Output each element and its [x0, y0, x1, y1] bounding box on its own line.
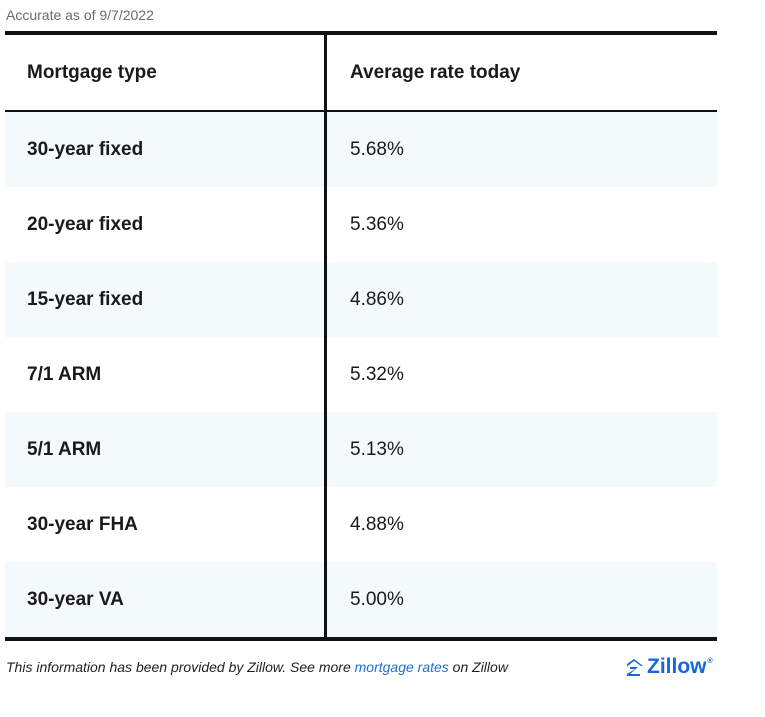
registered-mark-icon: ®	[707, 658, 713, 665]
rate-cell: 5.13%	[327, 412, 717, 487]
rate-cell: 5.68%	[327, 112, 717, 187]
attribution-suffix: on Zillow	[448, 659, 508, 675]
rate-cell: 5.36%	[350, 213, 404, 235]
zillow-logo-text: Zillow	[647, 655, 707, 678]
table-row: 30-year fixed 5.68%	[5, 112, 717, 187]
rate-cell: 4.86%	[327, 262, 717, 337]
table-row: 7/1 ARM 5.32%	[5, 337, 717, 412]
attribution-prefix: This information has been provided by Zi…	[6, 659, 355, 675]
mortgage-type-cell: 5/1 ARM	[5, 412, 327, 487]
table-row: 5/1 ARM 5.13%	[5, 412, 717, 487]
mortgage-type-cell: 30-year fixed	[5, 112, 327, 187]
rate-cell: 5.00%	[327, 562, 717, 637]
accurate-as-of-note: Accurate as of 9/7/2022	[6, 7, 154, 23]
mortgage-type-cell: 20-year fixed	[5, 187, 327, 262]
table-row: 15-year fixed 4.86%	[5, 262, 717, 337]
zillow-house-icon	[627, 658, 643, 676]
rate-cell: 5.32%	[350, 363, 404, 385]
mortgage-type-cell: 15-year fixed	[5, 262, 327, 337]
mortgage-rates-link[interactable]: mortgage rates	[354, 659, 449, 675]
table-row: 20-year fixed 5.36%	[5, 187, 717, 262]
rate-cell: 4.88%	[350, 513, 404, 535]
mortgage-type-cell: 7/1 ARM	[5, 337, 327, 412]
zillow-logo[interactable]: Zillow ®	[624, 655, 713, 679]
header-mortgage-type: Mortgage type	[5, 35, 327, 110]
mortgage-type-cell: 30-year FHA	[5, 487, 327, 562]
table-header-row: Mortgage type Average rate today	[5, 35, 717, 112]
table-row: 30-year FHA 4.88%	[5, 487, 717, 562]
mortgage-rates-table: Mortgage type Average rate today 30-year…	[5, 31, 717, 641]
header-average-rate: Average rate today	[327, 35, 717, 110]
zillow-attribution: This information has been provided by Zi…	[6, 659, 508, 675]
table-row: 30-year VA 5.00%	[5, 562, 717, 637]
mortgage-type-cell: 30-year VA	[5, 562, 327, 637]
